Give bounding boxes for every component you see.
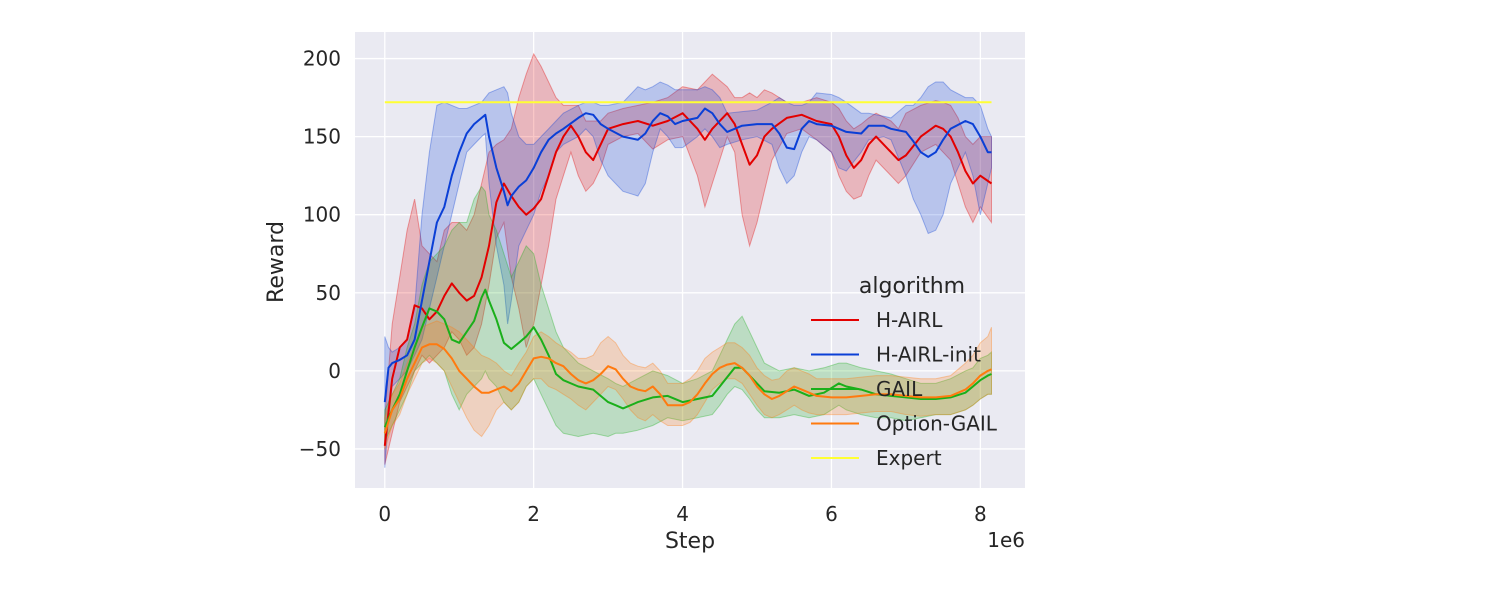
plot-background: [355, 32, 1025, 488]
x-axis-label: Step: [665, 529, 715, 554]
x-tick-label: 6: [825, 502, 838, 526]
h-airl-init-legend-label: H-AIRL-init: [876, 343, 981, 367]
x-tick-label: 8: [974, 502, 987, 526]
series-lines: [383, 101, 993, 446]
y-tick-label: −50: [299, 437, 341, 461]
gail-line: [383, 288, 992, 428]
expert-legend-label: Expert: [876, 446, 942, 470]
x-tick-label: 2: [527, 502, 540, 526]
y-axis-label: Reward: [264, 221, 289, 303]
option-gail-band: [384, 320, 992, 450]
gail-band: [384, 185, 992, 442]
option-gail-line: [383, 343, 992, 434]
x-axis-offset-text: 1e6: [987, 528, 1025, 552]
y-tick-label: 50: [316, 281, 341, 305]
y-tick-label: 100: [303, 203, 341, 227]
axis-ticks: 0 2 4 6 8 −50 0 50 100 150 200: [299, 47, 987, 526]
h-airl-legend-label: H-AIRL: [876, 308, 943, 332]
gail-legend-label: GAIL: [876, 377, 923, 401]
y-tick-label: 0: [328, 359, 341, 383]
x-tick-label: 4: [676, 502, 689, 526]
grid: [355, 32, 1025, 488]
h-airl-band: [384, 52, 992, 465]
h-airl-init-band: [384, 81, 992, 468]
legend-title: algorithm: [859, 274, 965, 299]
option-gail-legend-label: Option-GAIL: [876, 412, 998, 436]
h-airl-init-line: [383, 107, 992, 403]
confidence-bands: [384, 52, 992, 468]
y-tick-label: 150: [303, 125, 341, 149]
x-tick-label: 0: [378, 502, 391, 526]
legend: algorithm H-AIRL H-AIRL-init GAIL Option-GA…: [811, 274, 998, 470]
y-tick-label: 200: [303, 47, 341, 71]
h-airl-line: [383, 112, 993, 446]
